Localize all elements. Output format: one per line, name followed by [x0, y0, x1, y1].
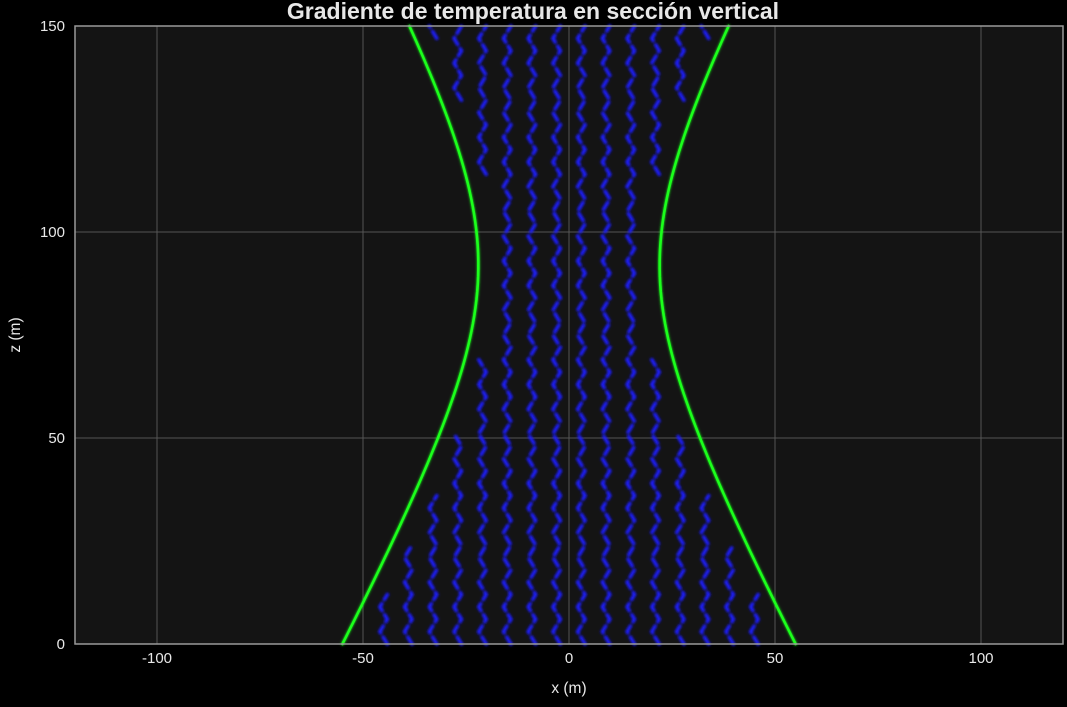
svg-text:0: 0	[57, 636, 65, 653]
svg-text:z (m): z (m)	[7, 317, 24, 352]
svg-text:50: 50	[767, 650, 784, 667]
svg-text:150: 150	[40, 18, 65, 35]
svg-text:x (m): x (m)	[551, 680, 586, 697]
svg-text:-100: -100	[142, 650, 172, 667]
svg-text:100: 100	[968, 650, 993, 667]
svg-text:-50: -50	[352, 650, 374, 667]
svg-text:Gradiente de temperatura en se: Gradiente de temperatura en sección vert…	[287, 0, 779, 24]
svg-text:100: 100	[40, 224, 65, 241]
svg-text:50: 50	[48, 430, 65, 447]
svg-text:0: 0	[565, 650, 573, 667]
